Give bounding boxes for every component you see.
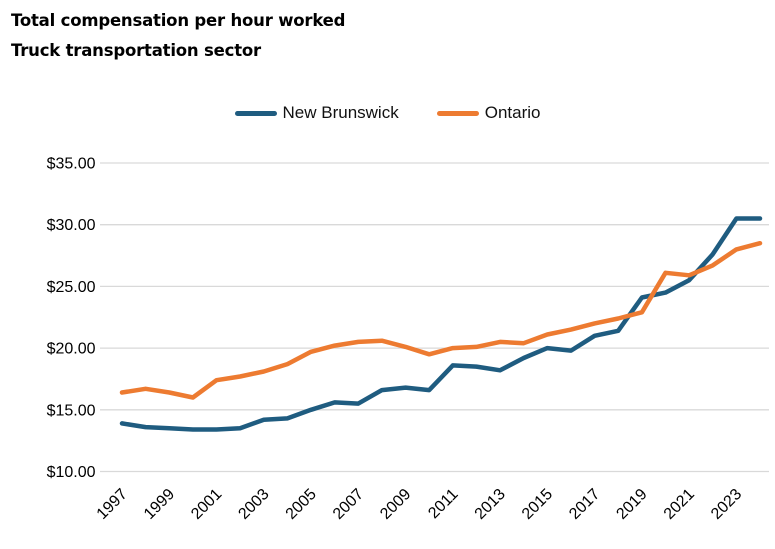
chart-title: Total compensation per hour worked (11, 11, 346, 30)
x-axis-tick-label: 2013 (472, 486, 509, 523)
x-axis-tick-label: 2005 (283, 486, 320, 523)
x-axis-tick-label: 2019 (613, 486, 650, 523)
new-brunswick-line-swatch (234, 110, 277, 116)
ontario-line-swatch (436, 110, 479, 116)
ontario-series-line (119, 240, 763, 400)
y-axis-tick-label: $20.00 (47, 341, 96, 358)
y-axis-tick-label: $25.00 (47, 279, 96, 296)
y-axis-tick-label: $30.00 (47, 217, 96, 234)
chart-subtitle: Truck transportation sector (11, 41, 261, 60)
y-axis-tick-label: $35.00 (47, 156, 96, 173)
x-axis-tick-label: 2011 (425, 486, 461, 522)
x-axis-tick-label: 2015 (519, 486, 556, 523)
legend-label-ontario: Ontario (484, 103, 541, 122)
new-brunswick-series-line (119, 216, 763, 432)
x-axis-tick-label: 1999 (141, 486, 178, 523)
y-axis-tick-label: $15.00 (47, 402, 96, 419)
x-axis-tick-label: 2023 (708, 486, 745, 523)
x-axis-tick-label: 2007 (330, 486, 367, 523)
x-axis-tick-label: 2009 (377, 486, 414, 523)
y-axis-tick-label: $10.00 (47, 464, 96, 481)
x-axis-tick-label: 2003 (235, 486, 272, 523)
x-axis-tick-label: 2017 (566, 486, 603, 523)
legend-item-ontario: Ontario (436, 103, 541, 123)
x-axis-tick-label: 2021 (661, 486, 698, 523)
x-axis-tick-label: 2001 (188, 486, 225, 523)
legend-label-new-brunswick: New Brunswick (282, 103, 399, 122)
x-axis-tick-label: 1997 (94, 486, 131, 523)
legend-item-new-brunswick: New Brunswick (234, 103, 399, 123)
chart-legend: New Brunswick Ontario (0, 103, 775, 123)
